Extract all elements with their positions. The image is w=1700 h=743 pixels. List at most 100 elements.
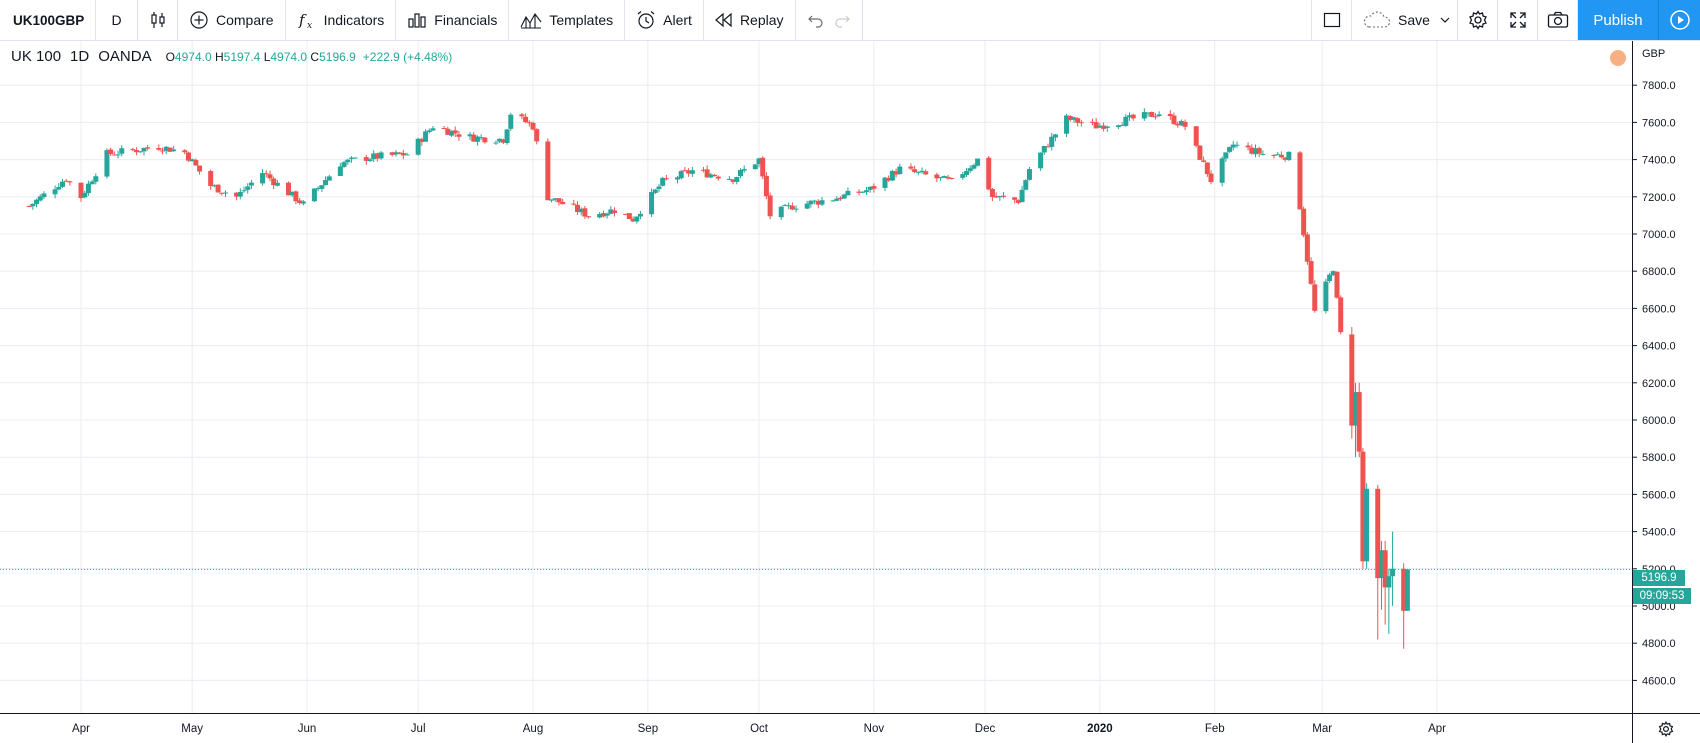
candle-body <box>882 177 888 188</box>
chevron-down-icon[interactable] <box>1440 16 1450 24</box>
candle-body <box>704 169 710 178</box>
candle-body <box>741 169 747 171</box>
candle-body <box>393 152 399 155</box>
candle-body <box>1252 148 1258 155</box>
candle-body <box>975 158 981 166</box>
alert-button[interactable]: Alert <box>625 0 704 40</box>
financials-button[interactable]: Financials <box>396 0 510 40</box>
interval-button[interactable]: D <box>96 0 138 40</box>
candle-body <box>419 139 425 142</box>
candle-body <box>1338 297 1344 333</box>
candle-body <box>471 134 477 142</box>
candle-body <box>1278 154 1284 158</box>
candle-body <box>700 169 706 171</box>
candle-body <box>1123 116 1129 126</box>
candle-body <box>1323 281 1329 312</box>
candle-body <box>1101 125 1107 129</box>
y-tick-label: 4600.0 <box>1642 675 1676 687</box>
indicators-label: Indicators <box>323 12 385 28</box>
candle-body <box>311 188 317 202</box>
candle-body <box>160 150 166 152</box>
candle-body <box>293 191 299 202</box>
svg-text:x: x <box>307 21 312 30</box>
candle-body <box>867 186 873 190</box>
candle-body <box>85 183 91 194</box>
candle-body <box>623 213 629 215</box>
candle-body <box>782 205 788 207</box>
publish-button[interactable]: Publish <box>1578 0 1658 40</box>
candle-body <box>1064 115 1070 134</box>
candle-body <box>1356 392 1362 452</box>
redo-button[interactable] <box>829 0 863 40</box>
legend-symbol[interactable]: UK 100 <box>11 48 62 65</box>
candle-body <box>378 152 384 159</box>
candle-body <box>245 186 251 190</box>
candle-body <box>534 129 540 142</box>
candle-body <box>211 185 217 187</box>
templates-icon <box>520 11 542 29</box>
candle-body <box>189 159 195 162</box>
chart-axes: 4600.04800.05000.05200.05400.05600.05800… <box>0 41 1700 743</box>
candle-body <box>949 178 955 180</box>
candle-body <box>1327 274 1333 282</box>
y-tick-label: 6400.0 <box>1642 341 1676 353</box>
scale-settings-button[interactable] <box>1654 719 1678 743</box>
candle-body <box>467 134 473 137</box>
candle-body <box>371 153 377 160</box>
candle-body <box>260 173 266 184</box>
candle-body <box>1301 208 1307 236</box>
candle-body <box>426 130 432 133</box>
fullscreen-button[interactable] <box>1498 0 1538 40</box>
candle-body <box>730 179 736 182</box>
price-chart[interactable]: 4600.04800.05000.05200.05400.05600.05800… <box>0 41 1700 743</box>
candle-body <box>804 203 810 209</box>
candle-body <box>1227 147 1233 152</box>
layout-button[interactable] <box>1311 0 1352 40</box>
candle-body <box>400 152 406 156</box>
candle-body <box>219 192 225 194</box>
candle-body <box>289 191 295 196</box>
x-tick-label: Feb <box>1205 723 1225 735</box>
candle-body <box>778 206 784 218</box>
candle-body <box>626 213 632 220</box>
candle-body <box>145 147 151 149</box>
candle-body <box>26 205 32 207</box>
candle-body <box>456 134 462 137</box>
candle-body <box>612 210 618 213</box>
candle-body <box>1282 157 1288 160</box>
gear-icon <box>1658 720 1674 742</box>
candle-body <box>856 191 862 193</box>
chart-type-button[interactable] <box>138 0 178 40</box>
market-status-dot[interactable] <box>1610 50 1626 66</box>
x-tick-label: Apr <box>72 723 90 735</box>
candle-body <box>263 173 269 175</box>
compare-button[interactable]: Compare <box>178 0 286 40</box>
snapshot-button[interactable] <box>1538 0 1578 40</box>
legend-change: +222.9 (+4.48%) <box>362 50 453 64</box>
candle-body <box>1052 134 1058 138</box>
currency-badge[interactable]: GBP <box>1639 47 1669 61</box>
candle-body <box>600 213 606 217</box>
undo-button[interactable] <box>796 0 829 40</box>
y-tick-label: 6000.0 <box>1642 415 1676 427</box>
candle-body <box>893 171 899 175</box>
candle-body <box>897 166 903 175</box>
symbol-search-button[interactable]: UK100GBP <box>0 0 96 40</box>
candle-body <box>1171 115 1177 125</box>
candle-body <box>337 166 343 176</box>
y-tick-label: 7400.0 <box>1642 155 1676 167</box>
save-button[interactable]: Save <box>1352 0 1458 40</box>
candle-body <box>285 182 291 196</box>
candle-body <box>708 174 714 178</box>
candle-body <box>1401 568 1407 611</box>
last-price-label: 5196.9 <box>1633 570 1685 586</box>
candle-body <box>1097 125 1103 128</box>
templates-button[interactable]: Templates <box>509 0 626 40</box>
settings-button[interactable] <box>1458 0 1498 40</box>
candle-body <box>352 157 358 159</box>
replay-button[interactable]: Replay <box>704 0 796 40</box>
candle-body <box>1193 126 1199 146</box>
candle-body <box>1234 144 1240 146</box>
play-button[interactable] <box>1658 0 1700 40</box>
